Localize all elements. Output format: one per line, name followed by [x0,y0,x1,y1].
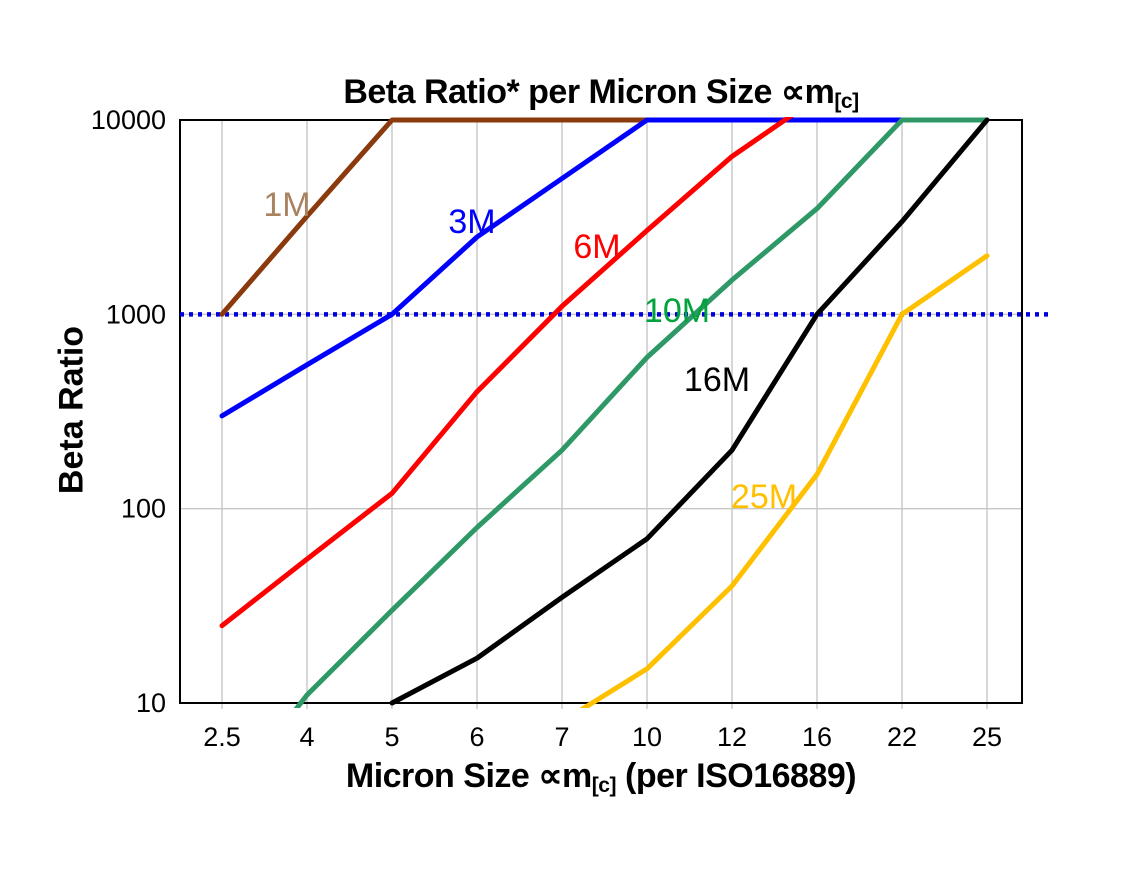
x-tick-label: 10 [632,722,662,752]
chart-title-main: Beta Ratio* per Micron Size [343,73,781,111]
x-axis-title: Micron Size ∝m[c] (per ISO16889) [180,756,1022,798]
series-label-25M: 25M [731,478,797,516]
gridlines [180,120,1022,709]
x-axis-title-symbol: ∝m [538,757,592,795]
series-label-6M: 6M [573,228,620,266]
series-label-16M: 16M [684,361,750,399]
x-tick-label: 5 [384,722,399,752]
series-line-6M [219,117,794,629]
series-line-25M [579,253,990,708]
chart-title: Beta Ratio* per Micron Size ∝m[c] [180,72,1022,114]
x-tick-label: 12 [717,722,747,752]
x-axis-title-prefix: Micron Size [345,757,539,795]
x-axis-title-subscript: [c] [591,774,617,798]
series-label-1M: 1M [263,186,310,224]
x-tick-label: 4 [299,722,314,752]
x-tick-label: 22 [887,722,917,752]
series-lines [219,117,990,708]
series-line-1M [219,117,650,317]
x-tick-label: 16 [802,722,832,752]
chart-title-subscript: [c] [834,90,859,114]
series-line-10M [293,117,990,708]
x-axis-title-suffix: (per ISO16889) [616,757,857,795]
y-tick-label: 10 [136,688,166,718]
x-tick-label: 2.5 [203,722,241,752]
x-tick-label: 7 [554,722,569,752]
x-tick-label: 6 [469,722,484,752]
series-label-3M: 3M [448,203,495,241]
series-line-16M [389,117,990,706]
chart-title-symbol: ∝m [780,73,835,111]
y-tick-label: 1000 [106,299,166,329]
y-tick-label: 10000 [91,105,166,135]
y-tick-label: 100 [121,494,166,524]
x-tick-label: 25 [972,722,1002,752]
series-label-10M: 10M [644,292,710,330]
